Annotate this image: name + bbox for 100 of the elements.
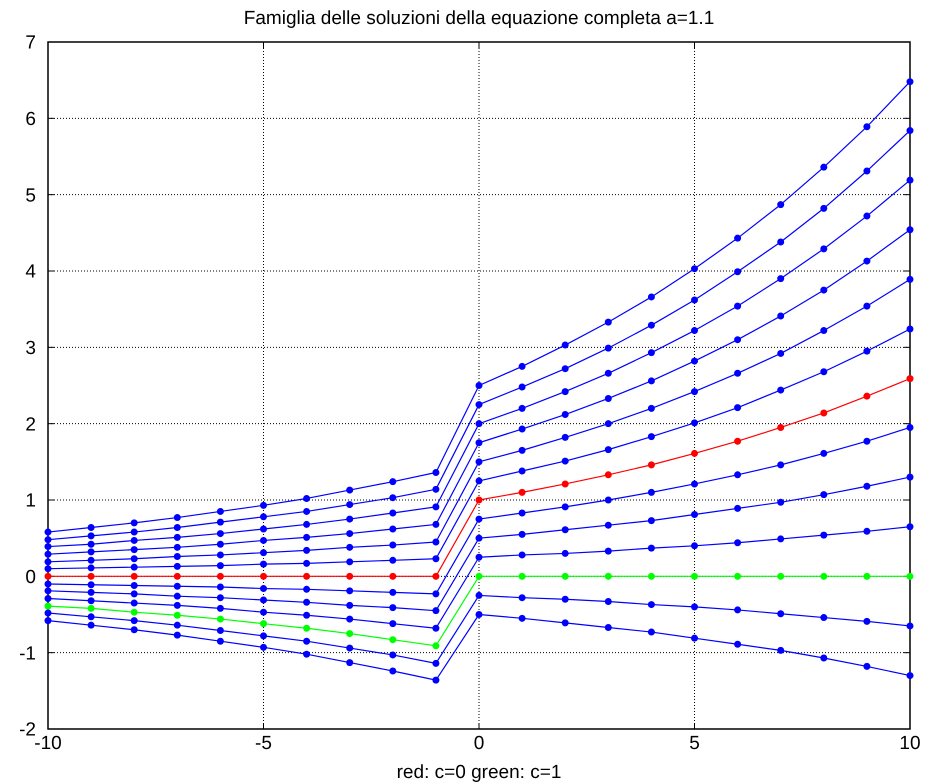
point	[260, 644, 267, 651]
point	[777, 535, 784, 542]
point	[88, 540, 95, 548]
point	[44, 558, 52, 566]
point	[303, 572, 310, 580]
point	[906, 474, 914, 481]
point	[691, 296, 698, 304]
point	[562, 550, 569, 557]
point	[518, 488, 526, 496]
point	[820, 327, 828, 334]
point	[432, 660, 440, 667]
point	[562, 365, 569, 372]
point	[260, 596, 267, 604]
point	[476, 458, 482, 466]
x-tick-label: 10	[899, 733, 921, 754]
point	[777, 498, 784, 506]
point	[863, 212, 870, 220]
point	[216, 508, 224, 515]
point	[777, 646, 784, 654]
point	[604, 598, 612, 606]
point	[906, 78, 914, 86]
point	[476, 496, 482, 504]
point	[562, 526, 569, 534]
point	[863, 618, 870, 625]
point	[130, 536, 138, 544]
point	[604, 548, 612, 555]
point	[432, 555, 440, 562]
point	[303, 520, 310, 528]
point	[863, 482, 870, 490]
point	[734, 640, 742, 648]
point	[432, 538, 440, 546]
point	[432, 520, 440, 528]
point	[303, 494, 310, 502]
point	[476, 439, 482, 446]
point	[260, 608, 267, 616]
point	[734, 606, 742, 614]
point	[691, 634, 698, 642]
point	[389, 556, 396, 564]
point	[863, 528, 870, 535]
point	[88, 548, 95, 556]
point	[130, 582, 138, 589]
y-tick-label: 6	[25, 108, 36, 130]
point	[174, 572, 181, 580]
point	[260, 620, 267, 628]
point	[820, 368, 828, 376]
point	[44, 536, 52, 544]
point	[691, 419, 698, 426]
point	[389, 572, 396, 580]
point	[691, 358, 698, 365]
x-tick-label: -5	[255, 733, 272, 754]
point	[777, 572, 784, 580]
point	[518, 362, 526, 370]
point	[346, 544, 354, 551]
point	[562, 503, 569, 510]
point	[88, 597, 95, 604]
point	[906, 276, 914, 283]
point	[216, 562, 224, 570]
point	[88, 613, 95, 620]
x-tick-label: 5	[689, 733, 700, 754]
point	[44, 565, 52, 572]
point	[691, 265, 698, 272]
point	[260, 549, 267, 556]
point	[648, 517, 655, 524]
point	[260, 585, 267, 592]
point	[216, 530, 224, 538]
point	[906, 424, 914, 431]
point	[346, 659, 354, 666]
point	[432, 486, 440, 493]
point	[476, 420, 482, 428]
point	[88, 532, 95, 540]
point	[648, 377, 655, 384]
point	[906, 176, 914, 184]
point	[648, 404, 655, 412]
point	[44, 572, 52, 580]
point	[130, 600, 138, 607]
y-tick-label: 1	[25, 490, 36, 512]
point	[174, 602, 181, 609]
point	[820, 532, 828, 539]
point	[44, 609, 52, 616]
point	[303, 638, 310, 645]
point	[130, 590, 138, 598]
point	[476, 534, 482, 542]
point	[476, 477, 482, 484]
point	[476, 592, 482, 599]
point	[44, 617, 52, 624]
point	[346, 616, 354, 623]
point	[906, 672, 914, 680]
point	[648, 572, 655, 580]
point	[346, 587, 354, 594]
point	[476, 516, 482, 523]
point	[820, 572, 828, 580]
point	[432, 676, 440, 684]
point	[820, 450, 828, 457]
point	[346, 572, 354, 580]
point	[863, 438, 870, 445]
point	[734, 302, 742, 310]
point	[604, 446, 612, 454]
point	[562, 342, 569, 349]
point	[432, 607, 440, 614]
point	[174, 534, 181, 541]
